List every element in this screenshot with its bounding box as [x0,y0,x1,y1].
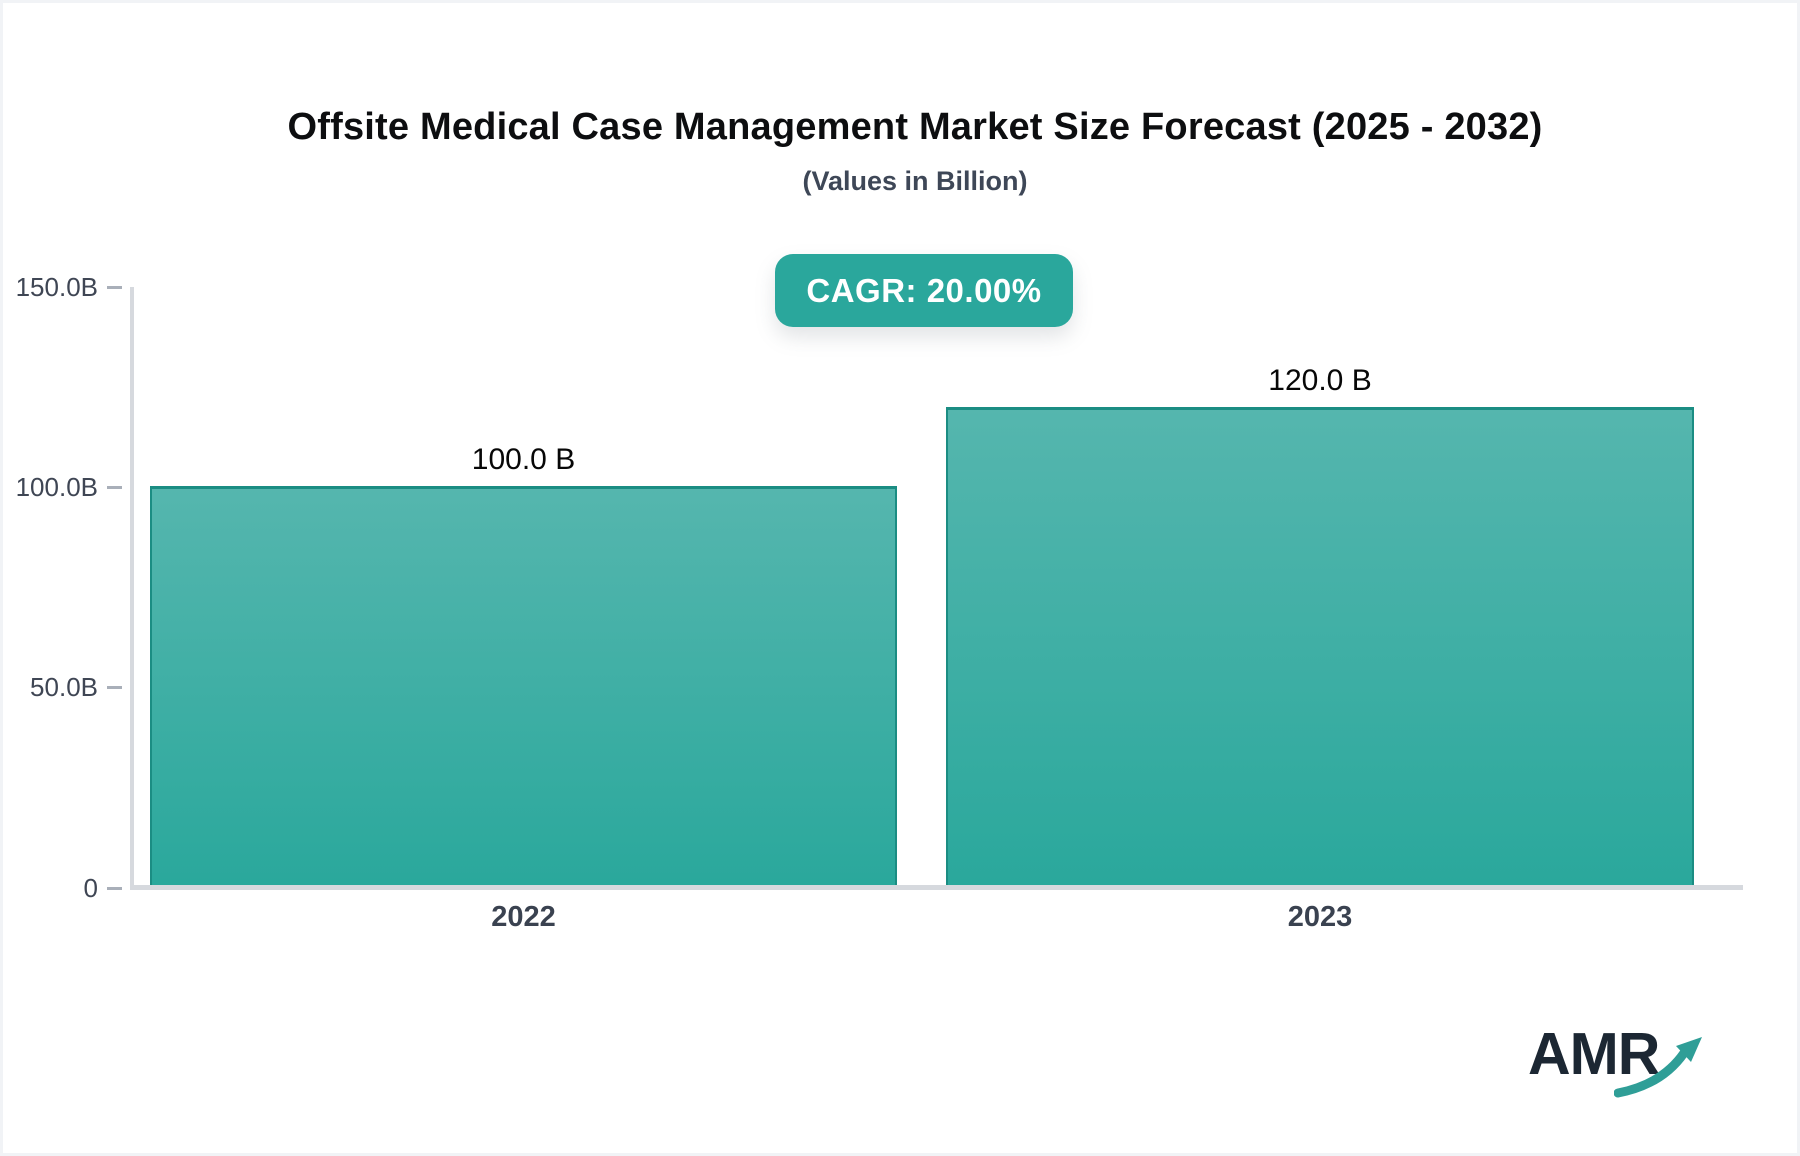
x-axis-label-2022: 2022 [491,901,556,933]
y-axis-tick-label: 50.0B [30,671,98,702]
bar-group-2023: 120.0 B [946,364,1694,885]
x-axis-line [130,885,1743,890]
y-axis-line [130,287,134,885]
cagr-badge-label: CAGR: 20.00% [806,271,1042,309]
tick-mark [107,685,122,689]
chart-subtitle: (Values in Billion) [802,166,1028,196]
y-axis-tick-label: 150.0B [15,271,98,302]
cagr-badge: CAGR: 20.00% [775,254,1073,327]
growth-arrow-icon [1614,1037,1702,1098]
bar-value-label: 100.0 B [471,443,576,476]
amr-logo: AMR [1528,1020,1718,1115]
chart-title: Offsite Medical Case Management Market S… [287,106,1543,148]
tick-mark [107,886,122,890]
bar-group-2022: 100.0 B [150,443,897,885]
tick-mark [107,485,122,489]
amr-logo-text: AMR [1528,1021,1660,1087]
bar-2023[interactable] [946,407,1694,885]
x-axis-label-2023: 2023 [1287,901,1353,933]
y-axis-tick-label: 0 [83,872,98,903]
tick-mark [107,285,122,289]
y-axis-tick-label: 100.0B [15,471,98,502]
bar-2022[interactable] [150,486,897,885]
bar-value-label: 120.0 B [1268,364,1372,397]
